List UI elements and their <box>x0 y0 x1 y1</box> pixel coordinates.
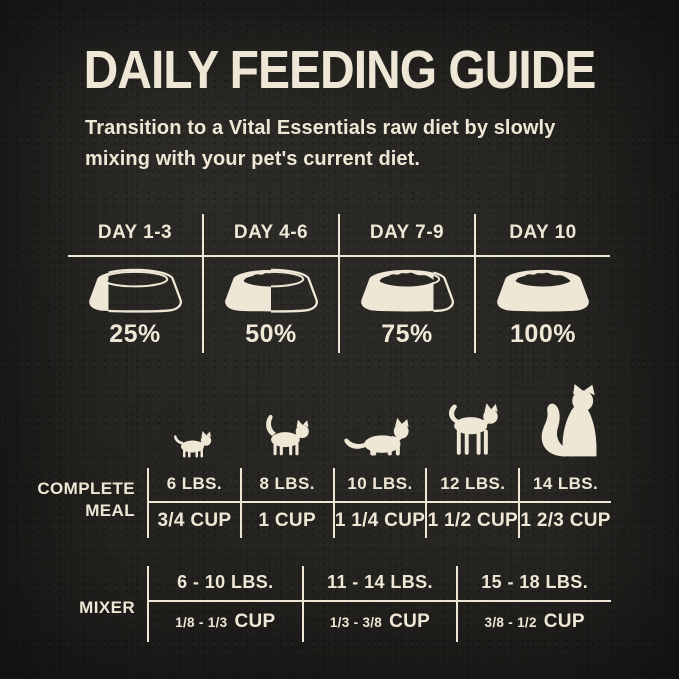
divider-line <box>147 501 611 503</box>
complete-meal-column: 6 LBS. 3/4 CUP <box>147 468 240 538</box>
amount-label: 1 2/3 CUP <box>520 510 611 531</box>
cat-slot <box>333 414 426 458</box>
weight-label: 14 LBS. <box>533 474 599 493</box>
day-range-label: DAY 1-3 <box>97 222 173 243</box>
amount-label: 3/4 CUP <box>157 510 232 531</box>
transition-column: DAY 10 100% <box>476 214 610 353</box>
weight-label: 8 LBS. <box>259 474 315 493</box>
day-range-label: DAY 4-6 <box>233 222 309 243</box>
mixer-weight-label: 11 - 14 LBS. <box>327 572 433 592</box>
complete-meal-column: 8 LBS. 1 CUP <box>239 468 333 538</box>
section-label-complete-meal: COMPLETE MEAL <box>30 478 135 522</box>
bowl-icon <box>68 267 202 317</box>
amount-label: 1 1/2 CUP <box>427 510 518 531</box>
cat-icon <box>174 431 212 458</box>
mixer-range-label: 1/3 - 3/8 <box>329 615 383 630</box>
subtitle-line-1: Transition to a Vital Essentials raw die… <box>85 117 556 139</box>
day-range-label: DAY 10 <box>509 222 577 243</box>
amount-label: 1 CUP <box>258 510 316 531</box>
mixer-table: 6 - 10 LBS. 1/8 - 1/3 CUP 11 - 14 LBS. 1/… <box>147 566 611 642</box>
cat-icon <box>448 403 498 455</box>
complete-meal-column: 10 LBS. 1 1/4 CUP <box>332 468 426 538</box>
cat-slot <box>425 400 518 458</box>
subtitle: Transition to a Vital Essentials raw die… <box>85 113 639 175</box>
mixer-amount-label: 1/8 - 1/3 CUP <box>149 600 302 642</box>
complete-meal-column: 12 LBS. 1 1/2 CUP <box>425 468 518 538</box>
mixer-unit-label: CUP <box>543 611 585 632</box>
bowl-icon <box>340 267 474 317</box>
percent-label: 100% <box>510 320 576 348</box>
bowl-icon <box>476 267 610 317</box>
mixer-unit-label: CUP <box>389 611 431 632</box>
bowl-icon <box>204 267 338 317</box>
cat-size-row <box>147 378 611 458</box>
mixer-range-label: 1/8 - 1/3 <box>175 615 228 630</box>
mixer-unit-label: CUP <box>234 611 276 632</box>
mixer-column: 15 - 18 LBS. 3/8 - 1/2 CUP <box>456 566 611 642</box>
mixer-weight-label: 6 - 10 LBS. <box>177 572 274 592</box>
percent-label: 75% <box>381 320 433 348</box>
cat-slot <box>518 384 611 458</box>
amount-label: 1 1/4 CUP <box>334 510 426 531</box>
page-title: DAILY FEEDING GUIDE <box>83 41 597 101</box>
percent-label: 50% <box>245 320 297 348</box>
cat-icon <box>344 417 409 456</box>
mixer-weight-label: 15 - 18 LBS. <box>481 572 589 592</box>
subtitle-line-2: mixing with your pet's current diet. <box>85 148 421 170</box>
day-range-label: DAY 7-9 <box>369 222 445 243</box>
cat-slot <box>240 410 333 458</box>
mixer-amount-label: 3/8 - 1/2 CUP <box>458 600 611 642</box>
mixer-range-label: 3/8 - 1/2 <box>484 615 537 630</box>
mixer-section: MIXER 6 - 10 LBS. 1/8 - 1/3 CUP 11 - 14 L… <box>0 566 679 646</box>
weight-label: 6 LBS. <box>166 474 223 493</box>
complete-meal-section: COMPLETE MEAL 6 LBS. 3/4 CUP 8 LBS. 1 CU… <box>0 468 679 540</box>
section-label-mixer: MIXER <box>79 598 135 617</box>
cat-icon <box>266 414 309 456</box>
mixer-column: 6 - 10 LBS. 1/8 - 1/3 CUP <box>147 566 302 642</box>
transition-table: DAY 1-3 25% DAY 4-6 50% <box>68 214 610 353</box>
divider-line <box>147 600 611 602</box>
weight-label: 12 LBS. <box>440 474 506 493</box>
cat-icon <box>541 384 597 457</box>
complete-meal-column: 14 LBS. 1 2/3 CUP <box>518 468 611 538</box>
weight-label: 10 LBS. <box>347 474 413 493</box>
percent-label: 25% <box>109 320 161 348</box>
cat-slot <box>147 427 240 458</box>
complete-meal-label-line-2: MEAL <box>85 501 135 521</box>
transition-column: DAY 7-9 75% <box>340 214 476 353</box>
transition-column: DAY 4-6 50% <box>204 214 340 353</box>
mixer-amount-label: 1/3 - 3/8 CUP <box>304 600 457 642</box>
complete-meal-table: 6 LBS. 3/4 CUP 8 LBS. 1 CUP 10 LBS. 1 1/… <box>147 468 611 538</box>
complete-meal-label-line-1: COMPLETE <box>37 479 135 498</box>
mixer-column: 11 - 14 LBS. 1/3 - 3/8 CUP <box>301 566 457 642</box>
transition-column: DAY 1-3 25% <box>68 214 204 353</box>
